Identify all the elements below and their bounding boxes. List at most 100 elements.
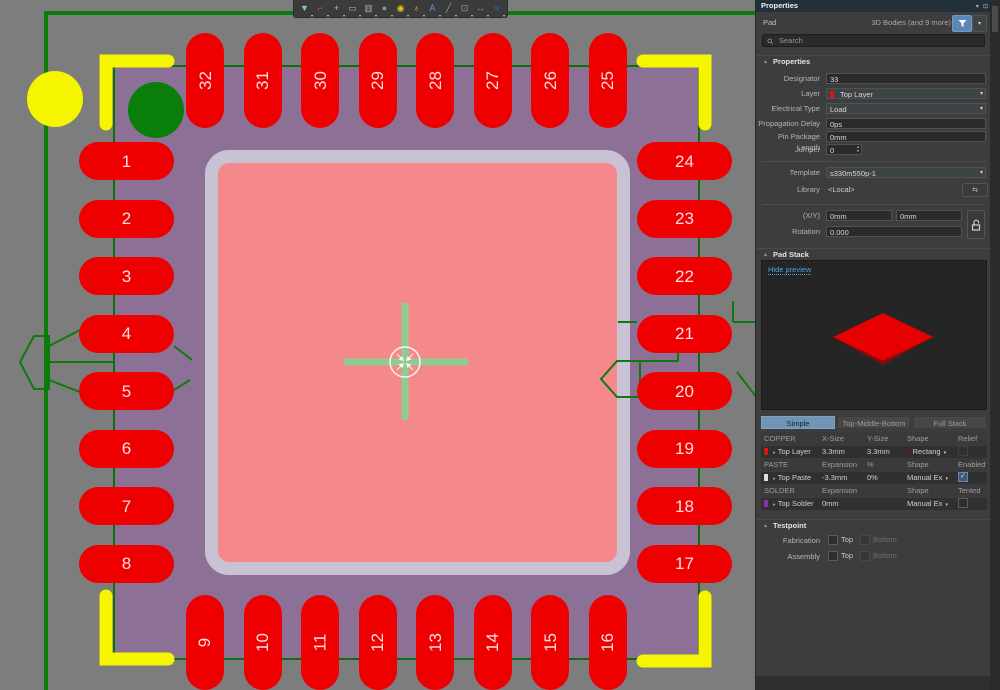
pad-7[interactable]: 7 — [79, 487, 174, 525]
pad-16[interactable]: 16 — [588, 595, 627, 690]
thermal-pad[interactable] — [205, 150, 630, 575]
pad-3[interactable]: 3 — [79, 257, 174, 295]
pad-31[interactable]: 31 — [243, 33, 282, 128]
checkbox-icon[interactable] — [958, 445, 968, 456]
x-field[interactable]: 0mm — [826, 210, 892, 221]
pad-26[interactable]: 26 — [531, 33, 569, 128]
pin-icon[interactable]: ⊡ — [982, 3, 988, 10]
section-pad-stack[interactable]: ▲ Pad Stack — [756, 248, 991, 260]
layer-stack-icon[interactable]: ■ — [490, 2, 505, 19]
component-icon[interactable]: ⊡ — [458, 2, 473, 19]
tab-full-stack[interactable]: Full Stack — [913, 416, 987, 429]
checkbox-icon[interactable] — [958, 497, 968, 508]
origin-icon[interactable]: + — [330, 2, 345, 19]
electrical-type-select[interactable]: Load ▾ — [826, 103, 986, 114]
fill-icon[interactable]: ● — [378, 2, 393, 19]
assembly-top-checkbox[interactable]: Top — [828, 551, 853, 561]
pad-11[interactable]: 11 — [301, 595, 339, 690]
pad-29[interactable]: 29 — [358, 33, 397, 128]
pad-9[interactable]: 9 — [186, 595, 224, 690]
yellow-dot-marker[interactable] — [27, 71, 83, 127]
designator-field[interactable]: 33 — [826, 73, 986, 84]
pad-32[interactable]: 32 — [186, 33, 224, 128]
collapse-icon[interactable]: ▾ — [975, 3, 979, 10]
propagation-delay-field[interactable]: 0ps — [826, 118, 986, 129]
pad-5[interactable]: 5 — [79, 372, 174, 410]
tab-top-middle-bottom[interactable]: Top-Middle-Bottom — [837, 416, 911, 429]
pin-package-length-field[interactable]: 0mm — [826, 131, 986, 142]
tab-simple[interactable]: Simple — [761, 416, 835, 429]
filter-button[interactable] — [952, 15, 972, 32]
pad-28[interactable]: 28 — [416, 33, 454, 128]
checkbox-icon[interactable] — [828, 535, 838, 545]
size-x-cell[interactable]: 0mm — [822, 499, 839, 509]
layer-name-cell[interactable]: ▸ Top Solder — [761, 499, 819, 508]
expander-icon[interactable]: ▸ — [773, 502, 776, 509]
pad-14[interactable]: 14 — [473, 595, 512, 690]
shape-select[interactable]: ■ Rectang ▾ — [904, 447, 955, 456]
pad-4[interactable]: 4 — [79, 314, 174, 353]
pad-13[interactable]: 13 — [416, 595, 454, 690]
lock-button[interactable] — [967, 210, 985, 239]
filter-icon[interactable]: ▼ — [298, 2, 313, 19]
layer-name-cell[interactable]: ▸ Top Paste — [761, 473, 819, 482]
size-x-cell[interactable]: -3.3mm — [822, 473, 848, 483]
jumper-stepper[interactable]: 0 ▴ ▾ — [826, 144, 862, 155]
pad-2[interactable]: 2 — [79, 199, 174, 238]
pad-27[interactable]: 27 — [473, 33, 512, 128]
pad-array-icon[interactable]: ▥ — [362, 2, 377, 19]
size-y-cell[interactable]: 3.3mm — [867, 447, 890, 457]
pad-6[interactable]: 6 — [79, 429, 174, 468]
section-testpoint[interactable]: ▲ Testpoint — [756, 519, 991, 531]
y-field[interactable]: 0mm — [896, 210, 962, 221]
checkbox-icon[interactable] — [958, 471, 968, 482]
rectangle-icon[interactable]: ▭ — [346, 2, 361, 19]
green-hole-marker[interactable] — [128, 82, 184, 138]
pad-17[interactable]: 17 — [637, 544, 732, 583]
pad-8[interactable]: 8 — [79, 544, 174, 583]
pad-20[interactable]: 20 — [637, 372, 732, 410]
size-y-cell[interactable]: 0% — [867, 473, 878, 483]
fabrication-top-checkbox[interactable]: Top — [828, 535, 853, 545]
search-input[interactable]: ⚲ Search — [762, 34, 985, 47]
checkbox-icon[interactable] — [828, 551, 838, 561]
rotation-field[interactable]: 0.000 — [826, 226, 962, 237]
fabrication-bottom-checkbox[interactable]: Bottom — [860, 535, 897, 545]
pad-10[interactable]: 10 — [243, 595, 282, 690]
line-icon[interactable]: ╱ — [442, 2, 457, 19]
filter-dropdown-button[interactable]: ▾ — [972, 15, 987, 32]
layer-name-cell[interactable]: ▸ Top Layer — [761, 447, 819, 456]
expander-icon[interactable]: ▸ — [773, 450, 776, 457]
pin-icon[interactable]: ♁ — [410, 2, 425, 19]
template-select[interactable]: s330m550p-1 ▾ — [826, 167, 986, 178]
assembly-bottom-checkbox[interactable]: Bottom — [860, 551, 897, 561]
size-x-cell[interactable]: 3.3mm — [822, 447, 845, 457]
panel-edge-strip[interactable] — [990, 0, 1000, 690]
pad-23[interactable]: 23 — [637, 199, 732, 238]
pad-18[interactable]: 18 — [637, 487, 732, 525]
pad-1[interactable]: 1 — [79, 142, 174, 180]
checkbox-icon[interactable] — [860, 535, 870, 545]
checkbox-icon[interactable] — [860, 551, 870, 561]
pad-19[interactable]: 19 — [637, 429, 732, 468]
pad-22[interactable]: 22 — [637, 257, 732, 295]
shape-select[interactable]: Manual Ex ▾ — [904, 499, 955, 508]
pad-12[interactable]: 12 — [358, 595, 397, 690]
edge-scroll-thumb[interactable] — [992, 6, 998, 32]
shape-select[interactable]: Manual Ex ▾ — [904, 473, 955, 482]
pad-15[interactable]: 15 — [531, 595, 569, 690]
section-properties[interactable]: ▲ Properties — [756, 55, 991, 67]
library-link-button[interactable]: ⇆ — [962, 183, 988, 197]
pcb-canvas[interactable]: 32 31 30 29 28 27 26 25 9 10 11 12 13 14 15 16 1 2 3 4 5 6 7 8 2… — [0, 0, 755, 690]
pad-30[interactable]: 30 — [301, 33, 339, 128]
pad-25[interactable]: 25 — [588, 33, 627, 128]
layer-select[interactable]: Top Layer ▾ — [826, 88, 986, 99]
hide-preview-link[interactable]: Hide preview — [768, 265, 812, 275]
expander-icon[interactable]: ▸ — [773, 476, 776, 483]
pad-24[interactable]: 24 — [637, 142, 732, 180]
pad-21[interactable]: 21 — [637, 314, 732, 353]
via-icon[interactable]: ◉ — [394, 2, 409, 19]
dimension-icon[interactable]: ↔ — [474, 2, 489, 19]
route-icon[interactable]: ⌐ — [314, 2, 329, 19]
text-icon[interactable]: A — [426, 2, 441, 19]
